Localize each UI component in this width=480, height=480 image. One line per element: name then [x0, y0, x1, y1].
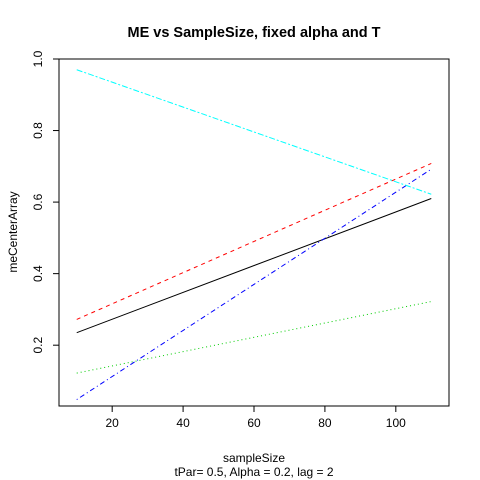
x-tick-label: 20 [106, 416, 120, 430]
series-line-1 [76, 198, 432, 334]
y-tick-label: 1.0 [31, 50, 45, 67]
series-line-4 [76, 168, 432, 400]
series-layer [76, 69, 432, 400]
y-tick-label: 0.2 [31, 337, 45, 354]
series-line-5 [76, 69, 432, 195]
x-tick-label: 100 [386, 416, 406, 430]
x-tick-label: 60 [247, 416, 261, 430]
y-axis-label: meCenterArray [6, 191, 20, 272]
y-axis: 0.2 0.4 0.6 0.8 1.0 [31, 50, 60, 354]
x-tick-label: 80 [318, 416, 332, 430]
series-line-2 [76, 163, 432, 320]
y-tick-label: 0.4 [31, 265, 45, 282]
y-tick-label: 0.8 [31, 122, 45, 139]
series-line-3 [76, 301, 432, 374]
chart-title: ME vs SampleSize, fixed alpha and T [127, 25, 380, 41]
x-axis: 20 40 60 80 100 [106, 405, 406, 430]
y-tick-label: 0.6 [31, 193, 45, 210]
x-tick-label: 40 [176, 416, 190, 430]
x-axis-label: sampleSize [223, 451, 285, 465]
chart-subtitle: tPar= 0.5, Alpha = 0.2, lag = 2 [174, 465, 333, 479]
